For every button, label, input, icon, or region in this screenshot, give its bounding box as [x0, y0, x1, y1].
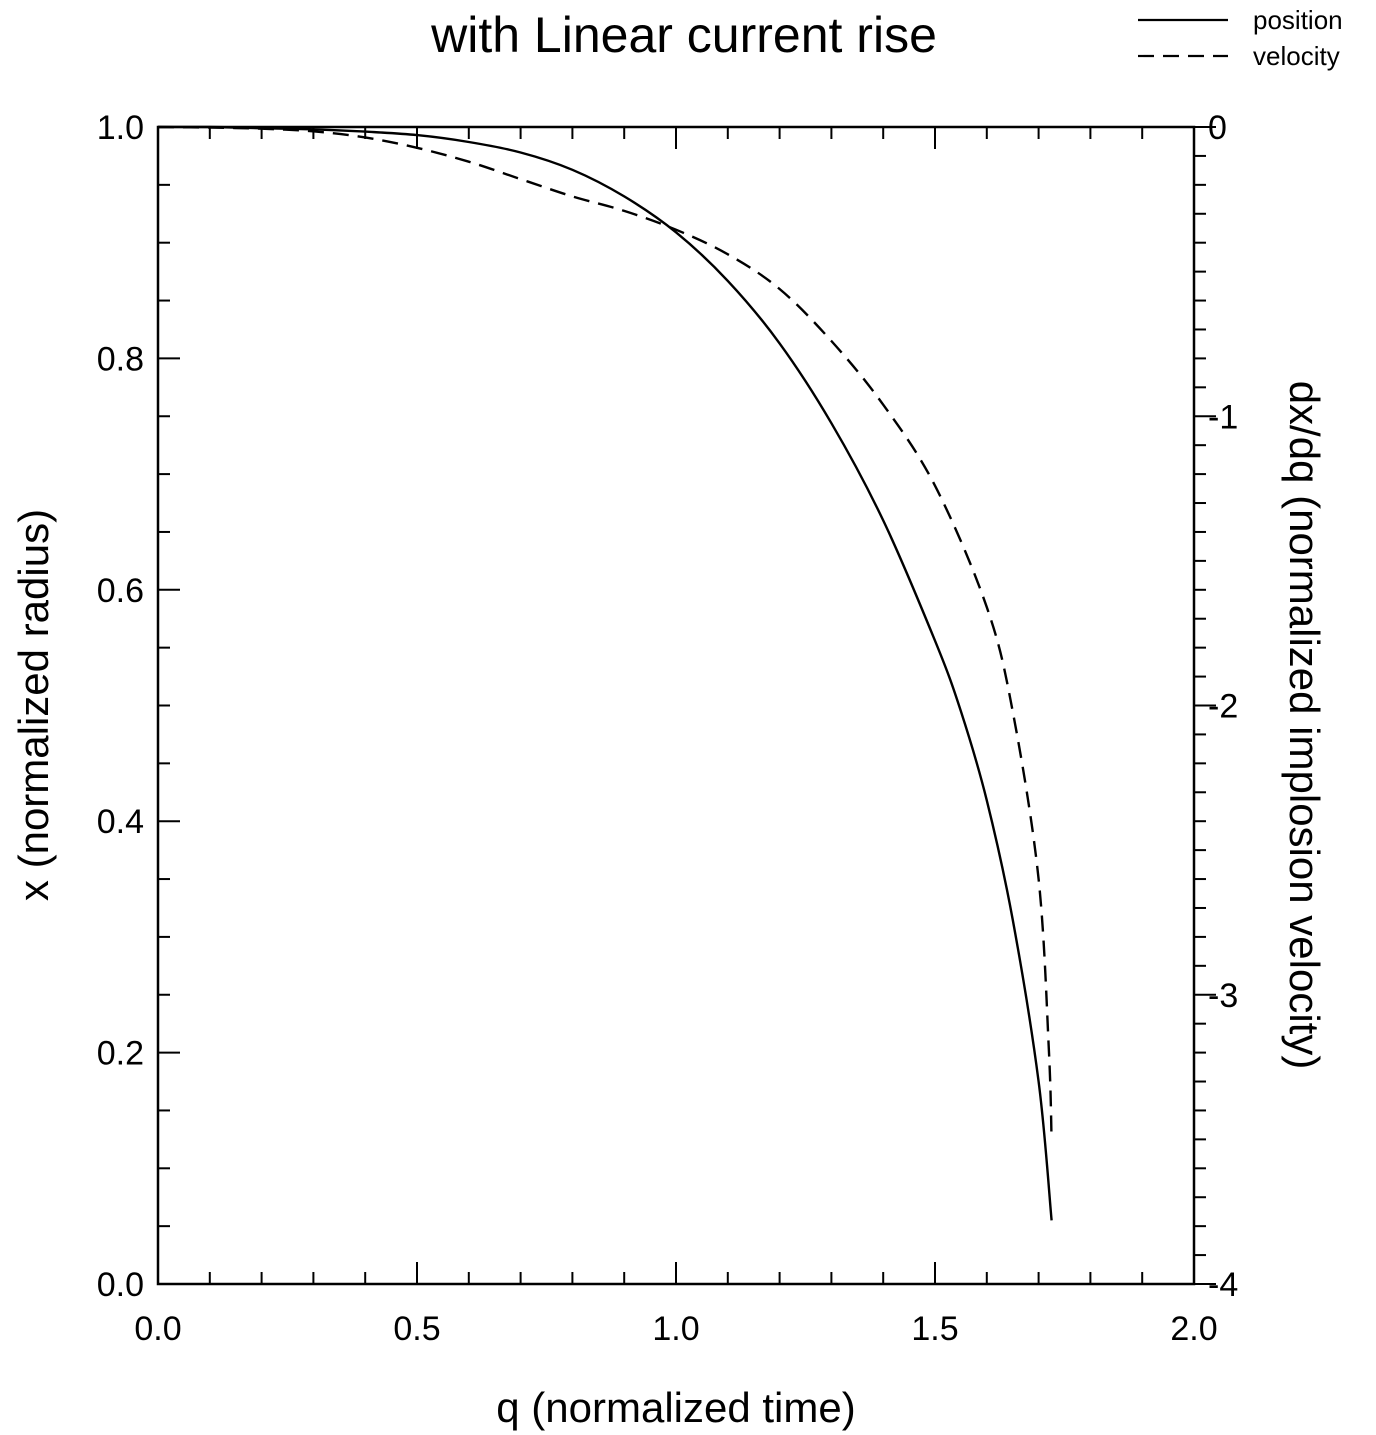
y-tick-label: 0.2 — [97, 1035, 144, 1073]
plot-frame — [156, 125, 1196, 1286]
legend: position velocity — [1138, 5, 1343, 71]
legend-label-position: position — [1253, 5, 1343, 35]
y2-tick-label: 0 — [1208, 109, 1227, 147]
y2-tick-label: -4 — [1208, 1266, 1238, 1304]
curves — [157, 125, 1053, 1221]
y2-tick-label: -1 — [1208, 398, 1238, 436]
x-tick-label: 0.0 — [134, 1310, 181, 1348]
ticks — [157, 126, 1216, 1285]
series-line-position — [157, 125, 1053, 1221]
y-axis-label: x (normalized radius) — [10, 509, 57, 901]
tick-labels: 0.0 0.5 1.0 1.5 2.0 0.0 0.2 0.4 0.6 0.8 1.0 0 -1 -2 -3… — [97, 109, 1239, 1348]
y-tick-label: 0.8 — [97, 340, 144, 378]
y-tick-label: 0.4 — [97, 803, 144, 841]
y-tick-label: 0.6 — [97, 572, 144, 610]
y-tick-label: 0.0 — [97, 1266, 144, 1304]
x-axis-label: q (normalized time) — [496, 1384, 855, 1431]
y2-tick-label: -2 — [1208, 688, 1238, 726]
y-tick-label: 1.0 — [97, 109, 144, 147]
x-tick-label: 0.5 — [393, 1310, 440, 1348]
y2-tick-label: -3 — [1208, 977, 1238, 1015]
series-line-velocity — [157, 125, 1053, 1140]
legend-label-velocity: velocity — [1253, 41, 1340, 71]
x-tick-label: 1.0 — [652, 1310, 699, 1348]
x-tick-label: 2.0 — [1170, 1310, 1217, 1348]
y2-axis-label: dx/dq (normalized implosion velocity) — [1281, 381, 1328, 1070]
chart-title: with Linear current rise — [430, 7, 937, 63]
x-tick-label: 1.5 — [911, 1310, 958, 1348]
